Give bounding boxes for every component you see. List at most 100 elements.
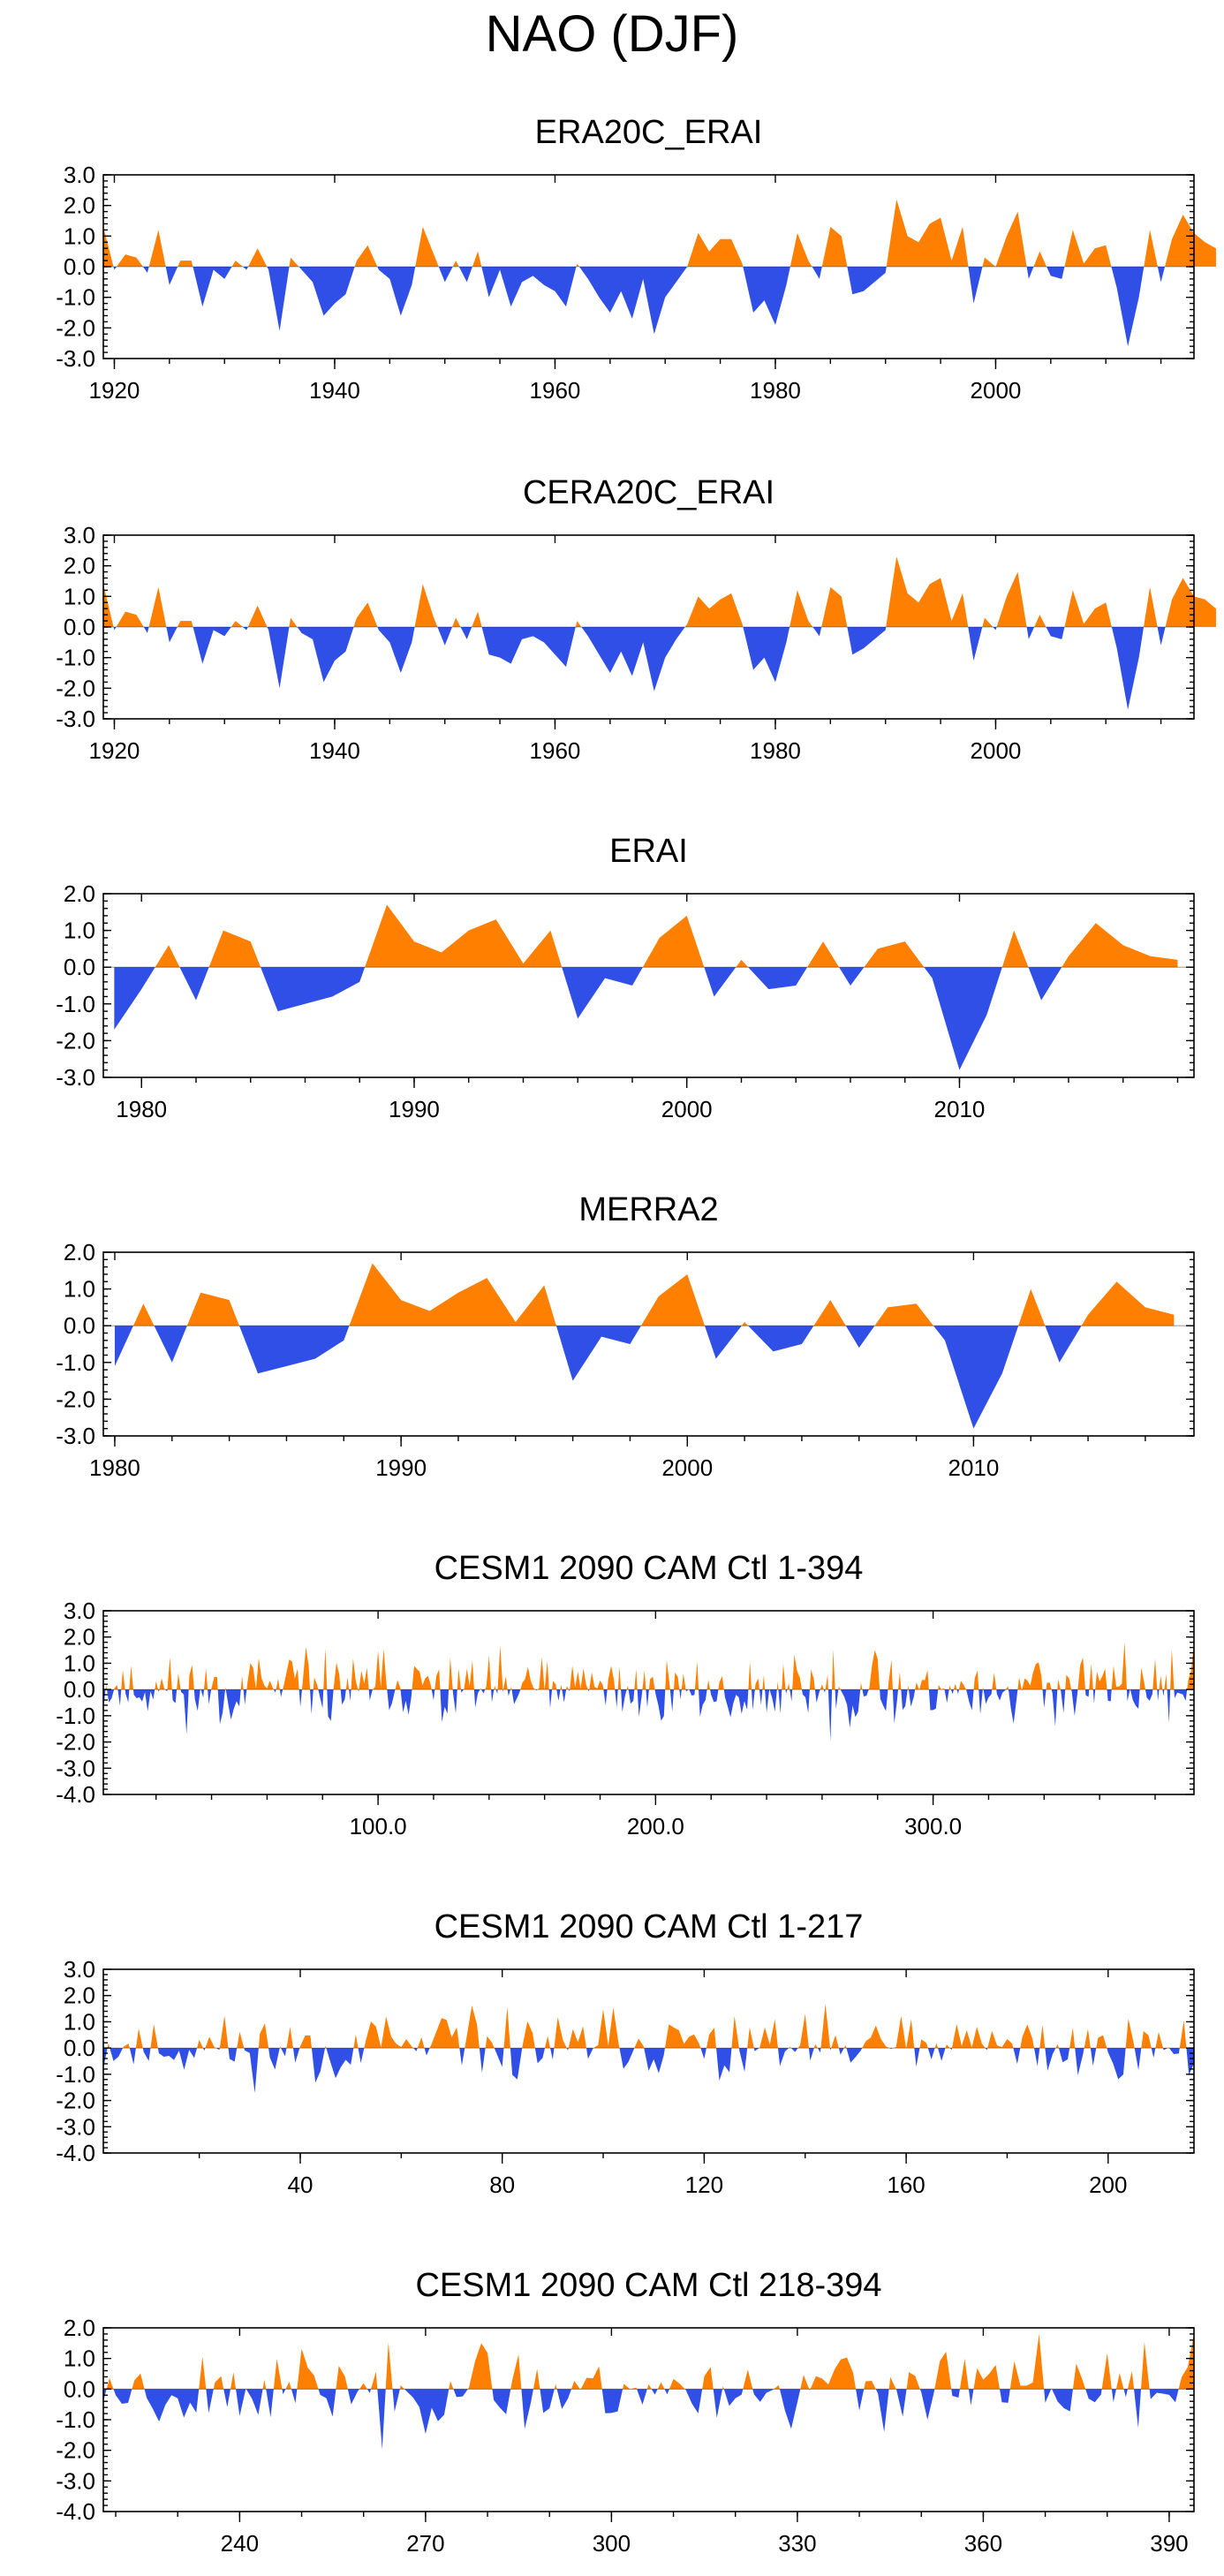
y-tick-label: 0.0 bbox=[64, 253, 95, 280]
y-tick-label: 3.0 bbox=[64, 162, 95, 188]
plot-frame bbox=[102, 1610, 1195, 1795]
y-tick-label: -1.0 bbox=[56, 284, 95, 311]
positive-area-series bbox=[114, 904, 1178, 968]
y-tick-label: 2.0 bbox=[64, 2315, 95, 2341]
negative-area-series bbox=[103, 627, 1216, 710]
x-tick-label: 1940 bbox=[309, 377, 360, 404]
x-tick-label: 2000 bbox=[971, 737, 1022, 764]
y-tick-label: 2.0 bbox=[64, 553, 95, 579]
y-tick-label: 1.0 bbox=[64, 918, 95, 944]
x-tick-label: 100.0 bbox=[350, 1813, 407, 1839]
y-tick-label: 2.0 bbox=[64, 880, 95, 907]
y-tick-label: -2.0 bbox=[56, 1729, 95, 1756]
plot-frame bbox=[102, 1968, 1195, 2154]
y-tick-label: -3.0 bbox=[56, 2467, 95, 2494]
x-tick-label: 2000 bbox=[971, 377, 1022, 404]
y-tick-label: -1.0 bbox=[56, 991, 95, 1017]
x-tick-label: 1960 bbox=[530, 377, 581, 404]
chart-panel-4: MERRA2 2.0 1.0 0.0 -1.0 -2.0 -3.0 1980 1990 2000 2… bbox=[56, 1191, 1195, 1481]
x-tick-label: 120 bbox=[685, 2172, 723, 2198]
x-tick-label: 2000 bbox=[661, 1096, 713, 1122]
y-tick-label: -1.0 bbox=[56, 1349, 95, 1376]
x-tick-label: 1980 bbox=[116, 1096, 167, 1122]
y-tick-label: 0.0 bbox=[64, 1676, 95, 1703]
y-tick-label: -1.0 bbox=[56, 2406, 95, 2433]
y-tick-label: -3.0 bbox=[56, 345, 95, 372]
x-tick-label: 330 bbox=[778, 2530, 816, 2557]
y-tick-label: -2.0 bbox=[56, 1027, 95, 1054]
chart-panel-3: ERAI 2.0 1.0 0.0 -1.0 -2.0 -3.0 1980 1990 2000 201… bbox=[56, 833, 1195, 1122]
positive-area-series bbox=[103, 199, 1216, 267]
y-tick-label: 0.0 bbox=[64, 1312, 95, 1339]
chart-panel-6: CESM1 2090 CAM Ctl 1-217 3.02.01.00.0-1.0… bbox=[56, 1908, 1195, 2198]
y-tick-label: -2.0 bbox=[56, 2437, 95, 2464]
y-tick-label: -2.0 bbox=[56, 2088, 95, 2114]
y-tick-label: 1.0 bbox=[64, 223, 95, 249]
x-tick-label: 2000 bbox=[661, 1454, 713, 1481]
y-tick-label: 3.0 bbox=[64, 1956, 95, 1983]
positive-area-series bbox=[103, 2333, 1194, 2390]
y-tick-label: -1.0 bbox=[56, 2061, 95, 2088]
y-tick-label: -4.0 bbox=[56, 2140, 95, 2166]
y-tick-label: 1.0 bbox=[64, 583, 95, 609]
y-tick-label: -3.0 bbox=[56, 1064, 95, 1091]
y-tick-label: -2.0 bbox=[56, 314, 95, 341]
y-tick-label: 2.0 bbox=[64, 1239, 95, 1265]
panel-title: CESM1 2090 CAM Ctl 218-394 bbox=[415, 2267, 881, 2304]
y-tick-label: 0.0 bbox=[64, 614, 95, 640]
y-tick-label: 2.0 bbox=[64, 1624, 95, 1651]
y-tick-label: -4.0 bbox=[56, 1781, 95, 1808]
chart-panel-2: CERA20C_ERAI 3.0 2.0 1.0 0.0 -1.0 -2.0 -3.0 1920… bbox=[56, 474, 1216, 764]
x-tick-label: 390 bbox=[1150, 2530, 1188, 2557]
positive-area-series bbox=[103, 2004, 1194, 2049]
positive-area-series bbox=[103, 1642, 1194, 1690]
panel-title: CESM1 2090 CAM Ctl 1-217 bbox=[434, 1908, 864, 1945]
x-tick-label: 1980 bbox=[750, 377, 801, 404]
y-tick-label: -2.0 bbox=[56, 675, 95, 701]
chart-panel-5: CESM1 2090 CAM Ctl 1-394 3.02.01.00.0-1.0… bbox=[56, 1550, 1195, 1839]
negative-area-series bbox=[114, 967, 1178, 1070]
x-tick-label: 1960 bbox=[530, 737, 581, 764]
x-tick-label: 240 bbox=[221, 2530, 259, 2557]
x-tick-label: 300 bbox=[593, 2530, 631, 2557]
y-tick-label: 0.0 bbox=[64, 2376, 95, 2402]
y-tick-label: 0.0 bbox=[64, 954, 95, 980]
y-tick-label: -3.0 bbox=[56, 706, 95, 732]
x-tick-label: 270 bbox=[406, 2530, 444, 2557]
x-tick-label: 200 bbox=[1089, 2172, 1127, 2198]
x-tick-label: 1980 bbox=[89, 1454, 140, 1481]
x-tick-label: 1990 bbox=[389, 1096, 440, 1122]
chart-panel-7: CESM1 2090 CAM Ctl 218-394 2.0 1.0 0.0 -1.0 -… bbox=[56, 2267, 1195, 2557]
y-tick-label: 1.0 bbox=[64, 2346, 95, 2372]
panel-title: ERA20C_ERAI bbox=[535, 114, 763, 151]
y-tick-label: -1.0 bbox=[56, 1703, 95, 1729]
figure-title: NAO (DJF) bbox=[486, 5, 739, 63]
positive-area-series bbox=[103, 556, 1216, 627]
negative-area-series bbox=[103, 2389, 1194, 2450]
negative-area-series bbox=[103, 2048, 1194, 2093]
x-tick-label: 300.0 bbox=[904, 1813, 962, 1839]
y-tick-label: -3.0 bbox=[56, 2113, 95, 2140]
x-tick-label: 1980 bbox=[750, 737, 801, 764]
x-tick-label: 2010 bbox=[934, 1096, 986, 1122]
negative-area-series bbox=[103, 267, 1216, 347]
y-tick-label: -1.0 bbox=[56, 645, 95, 671]
y-tick-label: -2.0 bbox=[56, 1386, 95, 1412]
panel-title: MERRA2 bbox=[578, 1191, 718, 1228]
positive-area-series bbox=[114, 1263, 1175, 1326]
negative-area-series bbox=[103, 1689, 1194, 1741]
y-tick-label: 2.0 bbox=[64, 193, 95, 219]
panel-title: CESM1 2090 CAM Ctl 1-394 bbox=[434, 1550, 864, 1587]
panel-title: ERAI bbox=[609, 833, 688, 870]
x-tick-label: 1990 bbox=[375, 1454, 427, 1481]
x-tick-label: 160 bbox=[887, 2172, 925, 2198]
y-tick-label: 3.0 bbox=[64, 522, 95, 548]
plot-frame bbox=[102, 2327, 1195, 2512]
x-tick-label: 200.0 bbox=[627, 1813, 684, 1839]
y-tick-label: 3.0 bbox=[64, 1598, 95, 1624]
chart-panel-1: ERA20C_ERAI 3.0 2.0 1.0 0.0 -1.0 -2.0 -3.0 1920 1… bbox=[56, 114, 1216, 404]
x-tick-label: 1920 bbox=[89, 737, 140, 764]
x-tick-label: 1940 bbox=[309, 737, 360, 764]
